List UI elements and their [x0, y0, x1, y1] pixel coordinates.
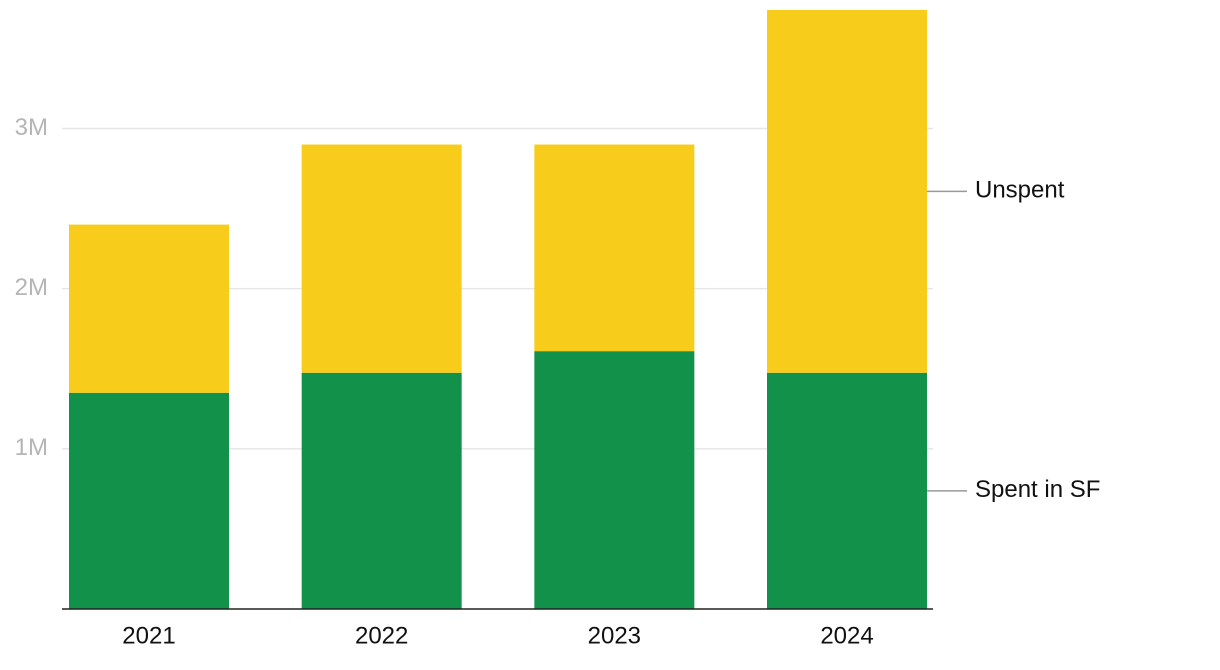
x-tick-label: 2022	[355, 622, 408, 649]
x-tick-label: 2024	[820, 622, 873, 649]
y-tick-label: 3M	[15, 114, 48, 141]
bar-segment	[301, 372, 462, 609]
x-tick-label: 2021	[122, 622, 175, 649]
legend-label: Unspent	[975, 177, 1065, 204]
bar-segment	[69, 392, 229, 609]
bar-segment	[69, 224, 229, 393]
y-tick-label: 2M	[15, 274, 48, 301]
bar-segment	[301, 144, 462, 373]
bar-segment	[534, 351, 695, 609]
x-tick-label: 2023	[588, 622, 641, 649]
y-tick-label: 1M	[15, 434, 48, 461]
bar-segment	[767, 372, 928, 609]
legend-label: Spent in SF	[975, 476, 1100, 503]
bar-segment	[767, 10, 928, 373]
bar-segment	[534, 144, 695, 352]
